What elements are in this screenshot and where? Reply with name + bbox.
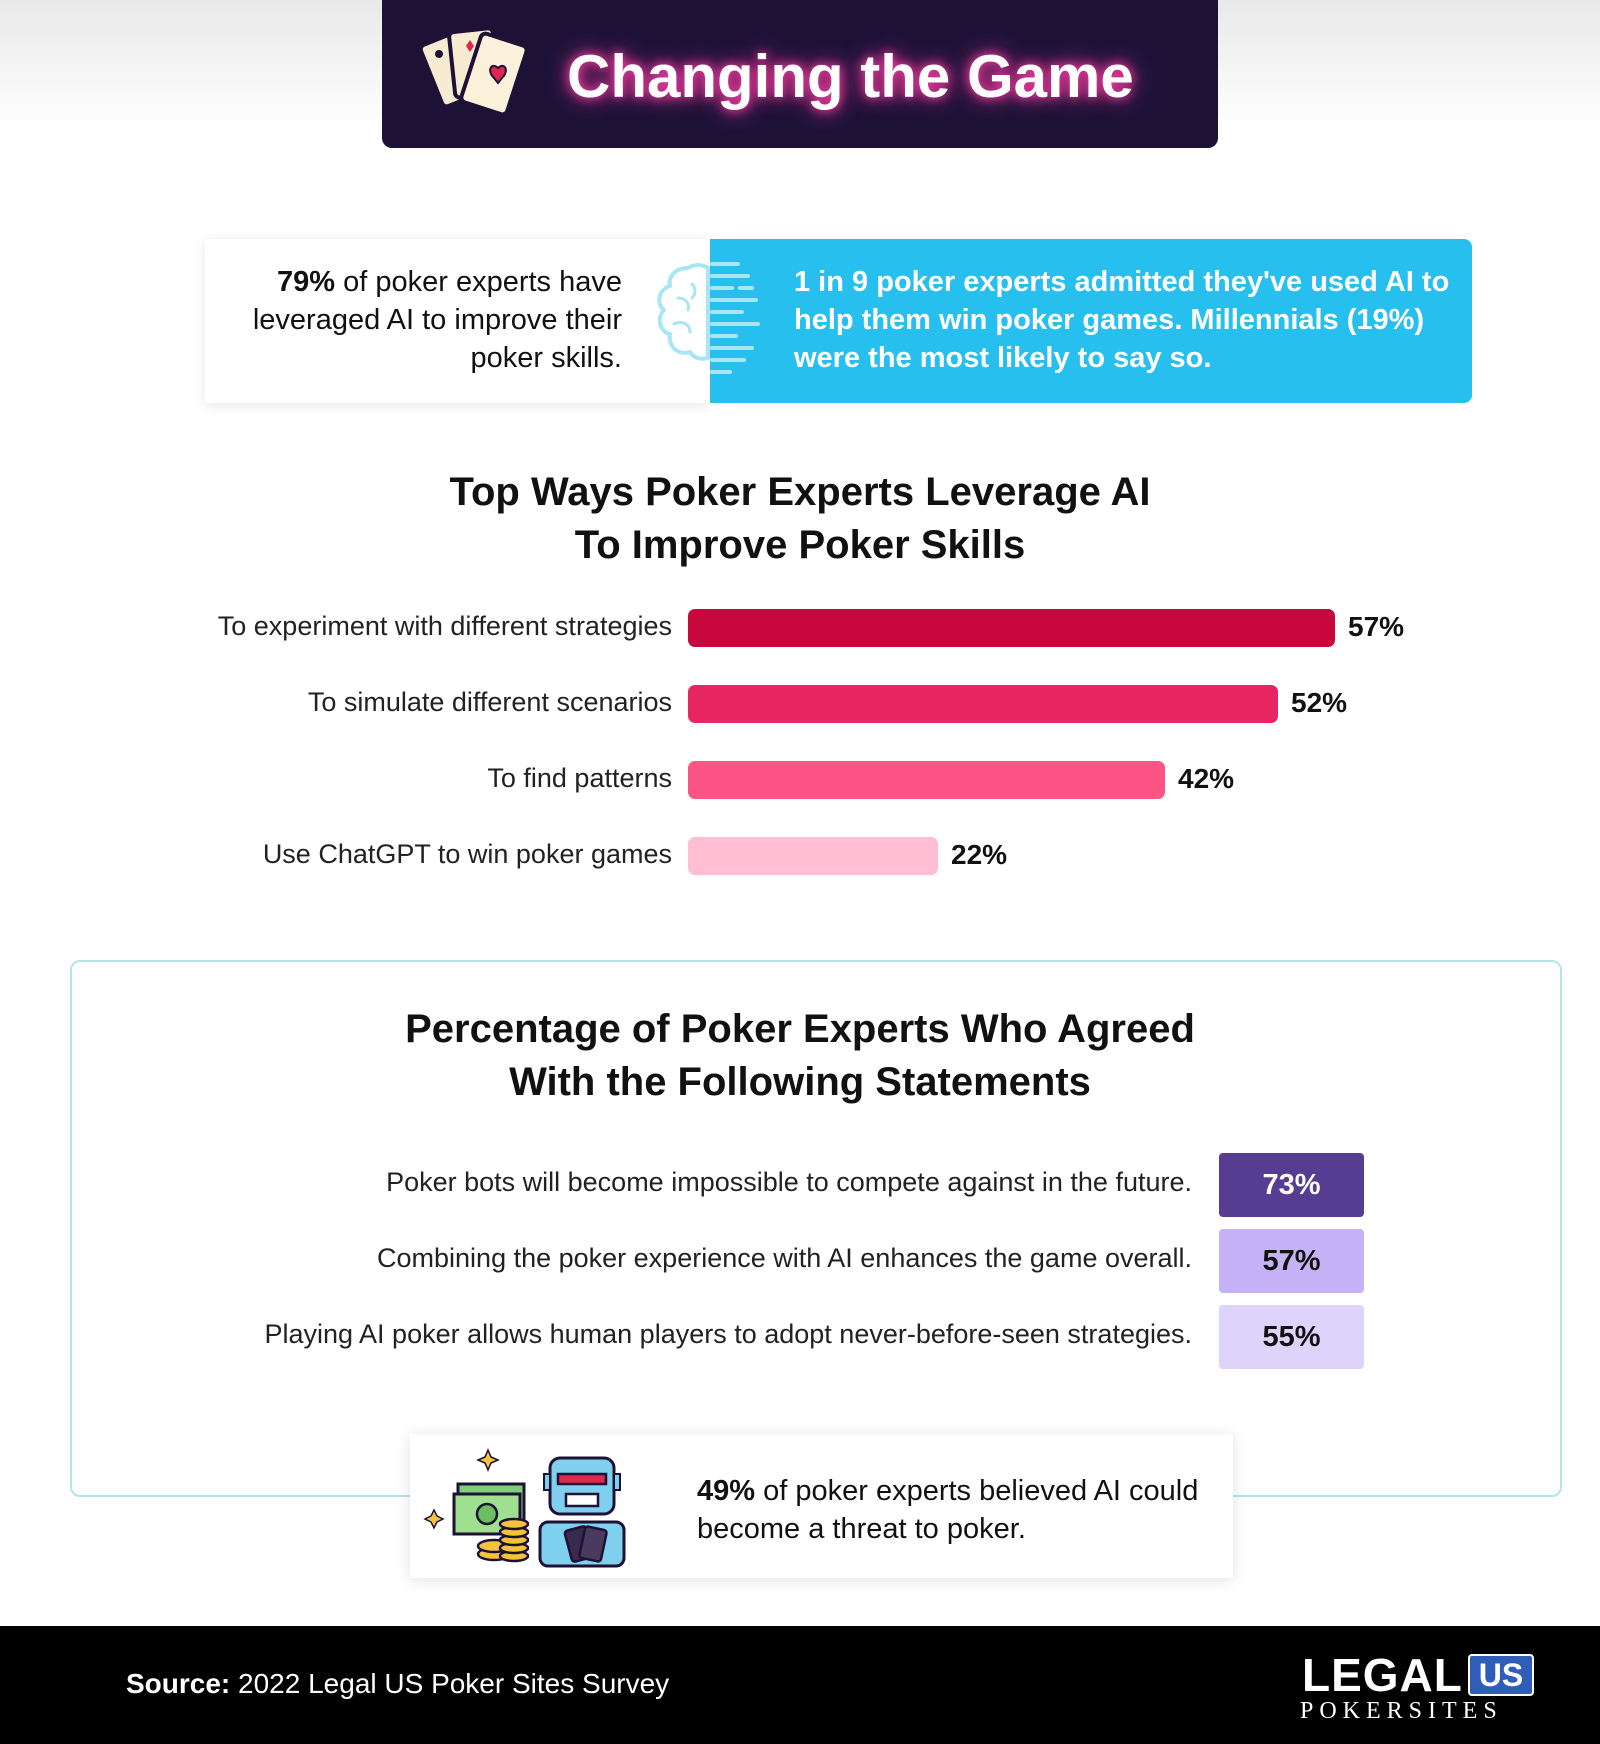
stat-right-bold: 1 in 9 bbox=[794, 266, 869, 298]
stat-right-rest: poker experts admitted they've used AI t… bbox=[794, 266, 1450, 374]
statement-text: Combining the poker experience with AI e… bbox=[377, 1243, 1192, 1273]
statement-percent-badge: 57% bbox=[1219, 1229, 1364, 1293]
statements-title: Percentage of Poker Experts Who Agreed W… bbox=[300, 1003, 1300, 1109]
logo-main-text: LEGAL bbox=[1302, 1649, 1463, 1701]
source-label: Source: bbox=[126, 1668, 231, 1699]
statement-percent-badge: 73% bbox=[1219, 1153, 1364, 1217]
header-banner: Changing the Game bbox=[382, 0, 1218, 148]
chart-title-line-1: Top Ways Poker Experts Leverage AI bbox=[449, 470, 1151, 514]
stat-left-bold: 79% bbox=[277, 266, 336, 298]
statements-title-line-1: Percentage of Poker Experts Who Agreed bbox=[405, 1007, 1195, 1051]
bar-category-label: To experiment with different strategies bbox=[217, 611, 672, 641]
source-text: 2022 Legal US Poker Sites Survey bbox=[230, 1668, 670, 1699]
bar bbox=[688, 837, 938, 875]
stat-left-text: 79% of poker experts have leveraged AI t… bbox=[222, 263, 622, 377]
statements-title-line-2: With the Following Statements bbox=[509, 1060, 1091, 1104]
bar-row: Use ChatGPT to win poker games 22% bbox=[0, 837, 1600, 875]
stat-card-left: 79% of poker experts have leveraged AI t… bbox=[205, 239, 710, 403]
threat-card: 49% of poker experts believed AI could b… bbox=[410, 1434, 1233, 1578]
stat-card-right: 1 in 9 poker experts admitted they've us… bbox=[710, 239, 1472, 403]
statement-row: Poker bots will become impossible to com… bbox=[0, 1153, 1600, 1217]
logo-badge: US bbox=[1468, 1654, 1534, 1696]
robot-with-money-icon bbox=[423, 1448, 626, 1568]
statements-panel bbox=[70, 960, 1562, 1497]
bar-category-label: To simulate different scenarios bbox=[307, 687, 672, 717]
brain-icon bbox=[657, 262, 760, 374]
stat-right-text: 1 in 9 poker experts admitted they've us… bbox=[794, 263, 1454, 377]
statement-row: Playing AI poker allows human players to… bbox=[0, 1305, 1600, 1369]
statement-percent-badge: 55% bbox=[1219, 1305, 1364, 1369]
statement-text: Playing AI poker allows human players to… bbox=[264, 1319, 1192, 1349]
stat-left-rest: of poker experts have leveraged AI to im… bbox=[252, 266, 622, 374]
bar-value-label: 22% bbox=[951, 839, 1008, 870]
playing-cards-icon bbox=[418, 26, 529, 117]
bar bbox=[688, 761, 1165, 799]
bar-value-label: 42% bbox=[1178, 763, 1235, 794]
footer: Source: 2022 Legal US Poker Sites Survey… bbox=[0, 1626, 1600, 1744]
statement-text: Poker bots will become impossible to com… bbox=[386, 1167, 1192, 1197]
threat-text: 49% of poker experts believed AI could b… bbox=[697, 1472, 1217, 1548]
bar-category-label: Use ChatGPT to win poker games bbox=[262, 839, 672, 869]
bar-category-label: To find patterns bbox=[487, 763, 672, 793]
bar-value-label: 52% bbox=[1291, 687, 1348, 718]
bar-row: To find patterns 42% bbox=[0, 761, 1600, 799]
bar-row: To simulate different scenarios 52% bbox=[0, 685, 1600, 723]
bar bbox=[688, 609, 1335, 647]
bar-value-label: 57% bbox=[1348, 611, 1405, 642]
threat-bold: 49% bbox=[697, 1475, 756, 1507]
chart-title: Top Ways Poker Experts Leverage AI To Im… bbox=[300, 466, 1300, 572]
page-title: Changing the Game bbox=[567, 43, 1134, 110]
source-credit: Source: 2022 Legal US Poker Sites Survey bbox=[126, 1668, 669, 1700]
logo-subtext: POKERSITES bbox=[1300, 1698, 1503, 1724]
bar bbox=[688, 685, 1278, 723]
threat-rest: of poker experts believed AI could becom… bbox=[697, 1475, 1199, 1545]
chart-title-line-2: To Improve Poker Skills bbox=[574, 523, 1026, 567]
brand-logo[interactable]: LEGAL US POKERSITES bbox=[1298, 1648, 1543, 1728]
statement-row: Combining the poker experience with AI e… bbox=[0, 1229, 1600, 1293]
bar-row: To experiment with different strategies 5… bbox=[0, 609, 1600, 647]
